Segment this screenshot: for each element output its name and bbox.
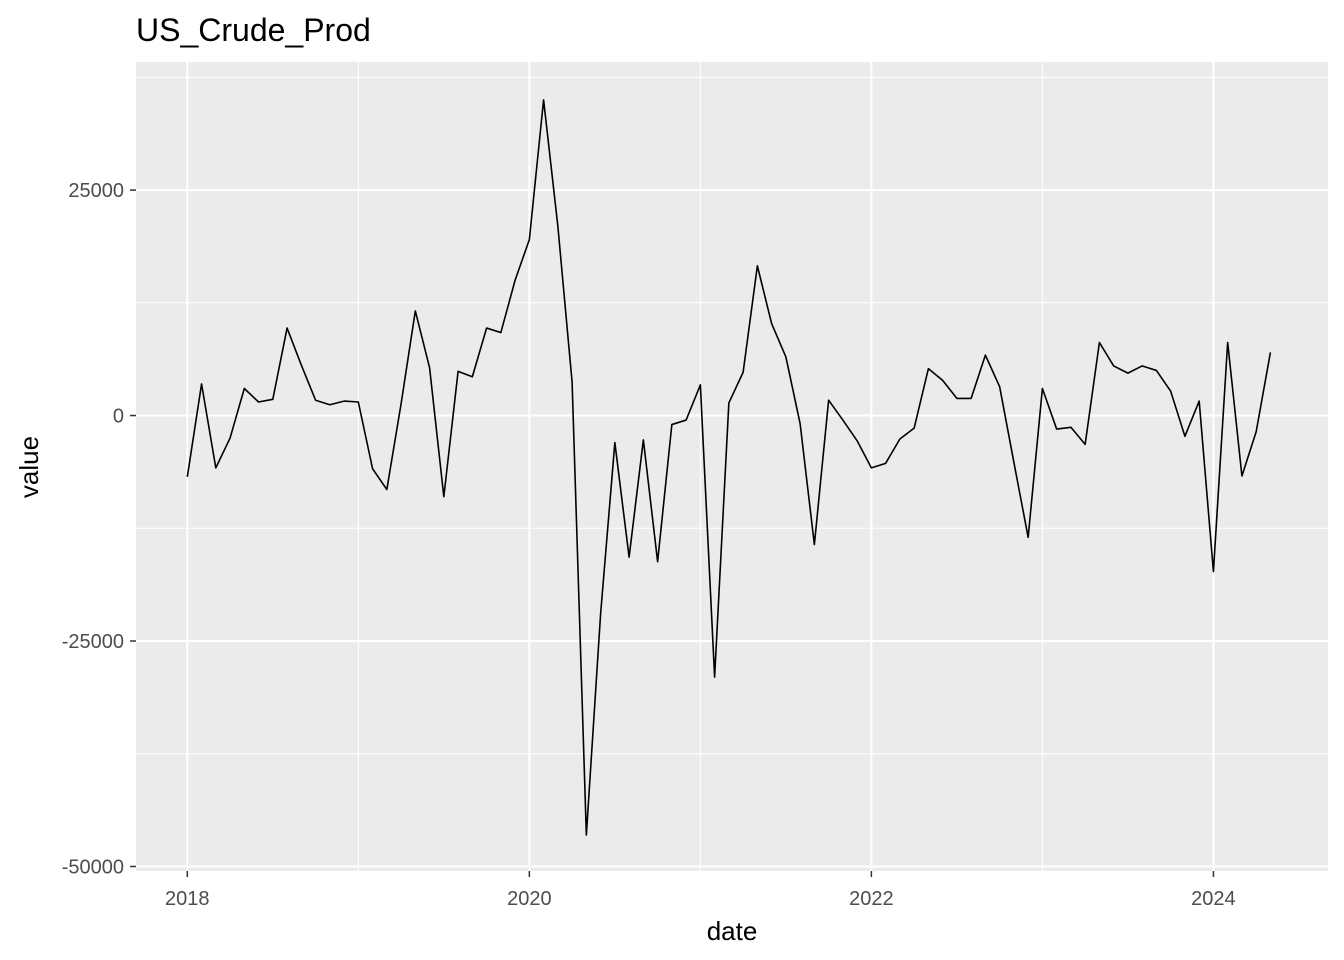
y-tick-label: -25000 <box>62 631 124 653</box>
y-axis-label: value <box>14 436 44 498</box>
series-layer <box>186 99 1272 836</box>
y-tick-label: -50000 <box>62 856 124 878</box>
y-tick-label: 0 <box>113 406 124 428</box>
x-axis: 2018 2020 2022 2024 <box>165 871 1236 910</box>
y-axis: 25000 0 -25000 -50000 <box>62 180 136 878</box>
x-tick-label: 2020 <box>507 888 552 910</box>
x-tick-label: 2024 <box>1191 888 1236 910</box>
chart-title: US_Crude_Prod <box>136 12 371 48</box>
series-line <box>186 99 1272 836</box>
plot-panel <box>136 62 1328 871</box>
y-tick-label: 25000 <box>68 180 124 202</box>
x-tick-label: 2022 <box>849 888 894 910</box>
x-tick-label: 2018 <box>165 888 210 910</box>
major-gridlines <box>136 62 1328 871</box>
minor-gridlines <box>136 62 1328 871</box>
x-axis-label: date <box>707 916 758 946</box>
